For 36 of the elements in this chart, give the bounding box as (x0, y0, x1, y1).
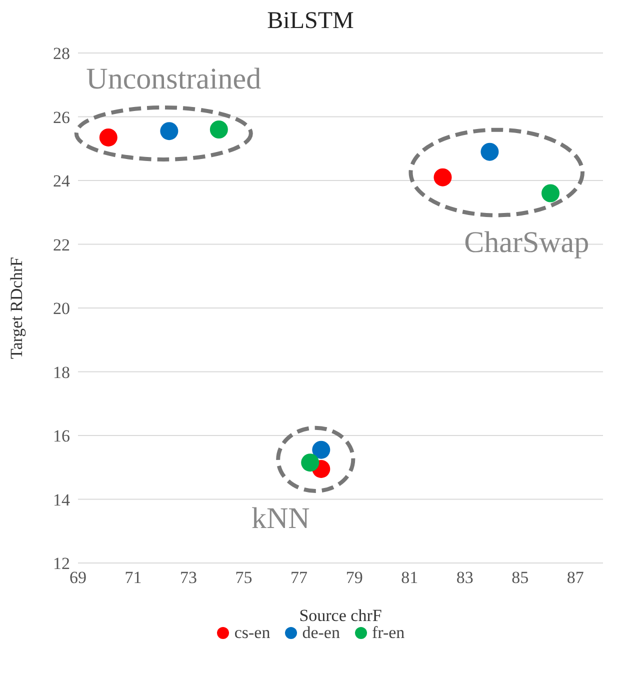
annotation: Unconstrained (86, 62, 262, 96)
y-tick-label: 22 (53, 235, 70, 254)
x-axis-title: Source chrF (299, 606, 382, 625)
y-tick-label: 26 (53, 108, 70, 127)
point (480, 142, 499, 161)
y-axis-title: Target RDchrF (7, 257, 26, 359)
point (210, 120, 228, 138)
annotation: kNN (251, 502, 310, 535)
x-tick-label: 69 (70, 568, 86, 588)
x-tick-label: 75 (235, 568, 252, 588)
annotation: CharSwap (464, 226, 590, 260)
legend-label: de-en (301, 623, 340, 643)
y-tick-label: 14 (53, 490, 70, 510)
point (160, 122, 178, 140)
x-tick-label: 87 (566, 568, 584, 588)
x-tick-label: 81 (401, 568, 418, 588)
x-tick-label: 73 (180, 568, 198, 588)
y-tick-label: 20 (53, 299, 70, 318)
y-tick-label: 24 (53, 172, 70, 191)
x-tick-label: 79 (346, 568, 363, 588)
y-tick-label: 18 (53, 362, 70, 382)
x-tick-label: 83 (456, 568, 474, 588)
x-tick-label: 77 (290, 568, 308, 588)
chart-title: BiLSTM (266, 8, 355, 35)
y-tick-label: 12 (53, 554, 70, 574)
x-tick-label: 71 (124, 568, 142, 588)
x-tick-label: 85 (512, 568, 529, 588)
y-tick-label: 16 (53, 426, 70, 446)
legend-label: fr-en (370, 623, 405, 643)
point (312, 440, 330, 459)
point (99, 128, 118, 146)
point (301, 454, 320, 472)
y-tick-label: 28 (53, 44, 70, 64)
legend-label: cs-en (233, 623, 270, 643)
point (434, 168, 452, 186)
point (542, 184, 560, 202)
